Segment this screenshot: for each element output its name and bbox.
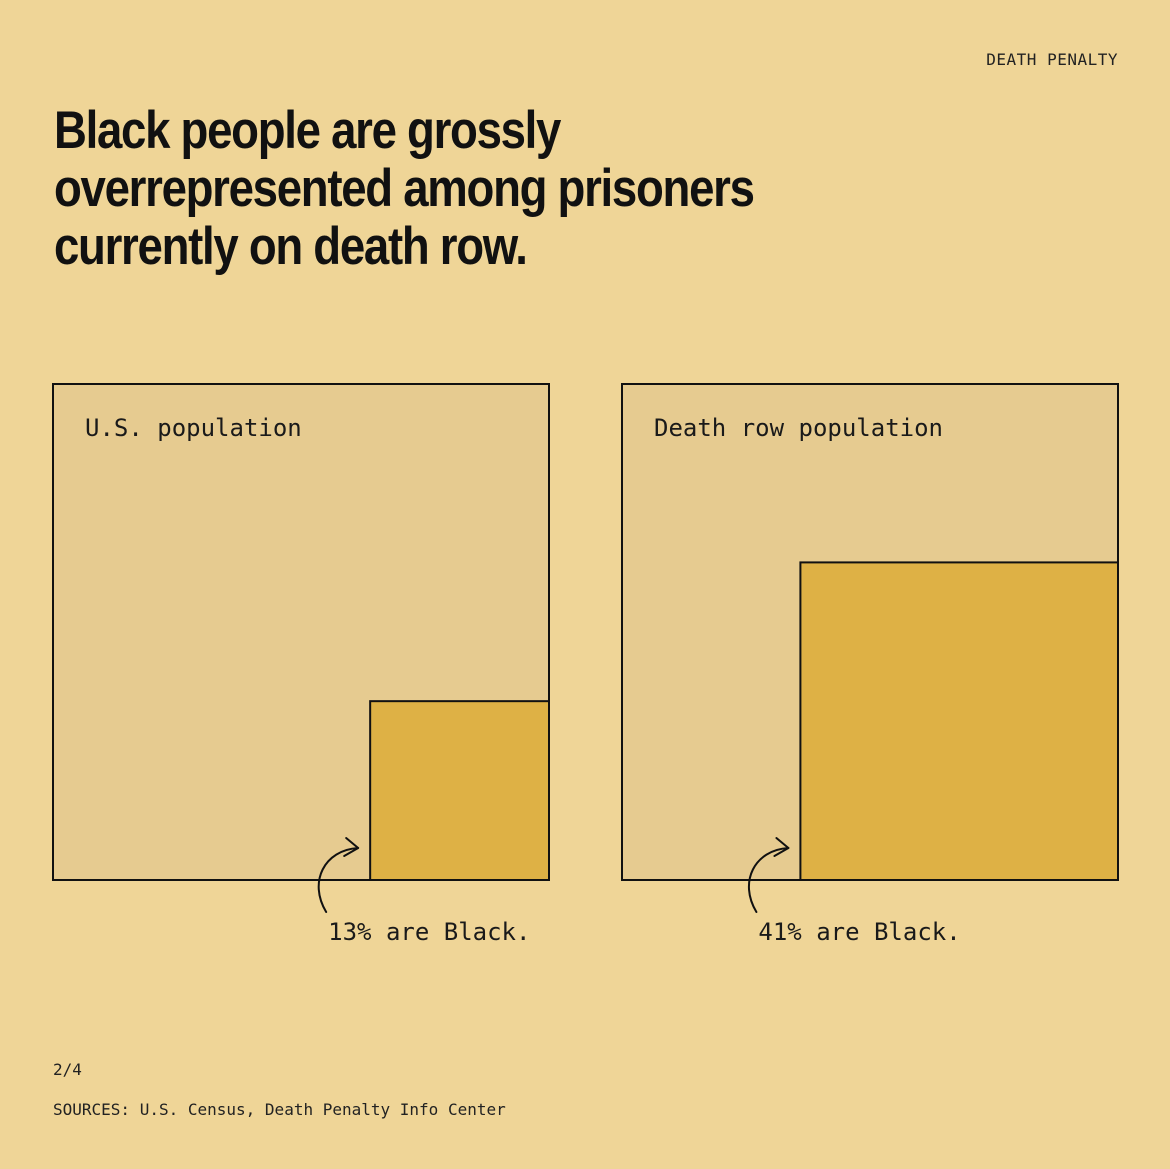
curved-arrow-icon: [317, 837, 360, 913]
section-label: DEATH PENALTY: [986, 50, 1118, 69]
chart-panel-2: Death row population 41% are Black.: [621, 383, 1119, 946]
panel-label: Death row population: [654, 414, 943, 442]
share-annotation: 41% are Black.: [758, 918, 960, 946]
black-share-square: [799, 561, 1119, 881]
curved-arrow-icon: [747, 837, 790, 913]
page-number: 2/4: [53, 1060, 82, 1079]
sources-note: SOURCES: U.S. Census, Death Penalty Info…: [53, 1100, 506, 1119]
panel-label: U.S. population: [85, 414, 302, 442]
share-annotation: 13% are Black.: [328, 918, 530, 946]
chart-panel-1: U.S. population 13% are Black.: [52, 383, 550, 946]
page-title: Black people are grossly overrepresented…: [54, 101, 755, 276]
black-share-square: [369, 700, 550, 882]
